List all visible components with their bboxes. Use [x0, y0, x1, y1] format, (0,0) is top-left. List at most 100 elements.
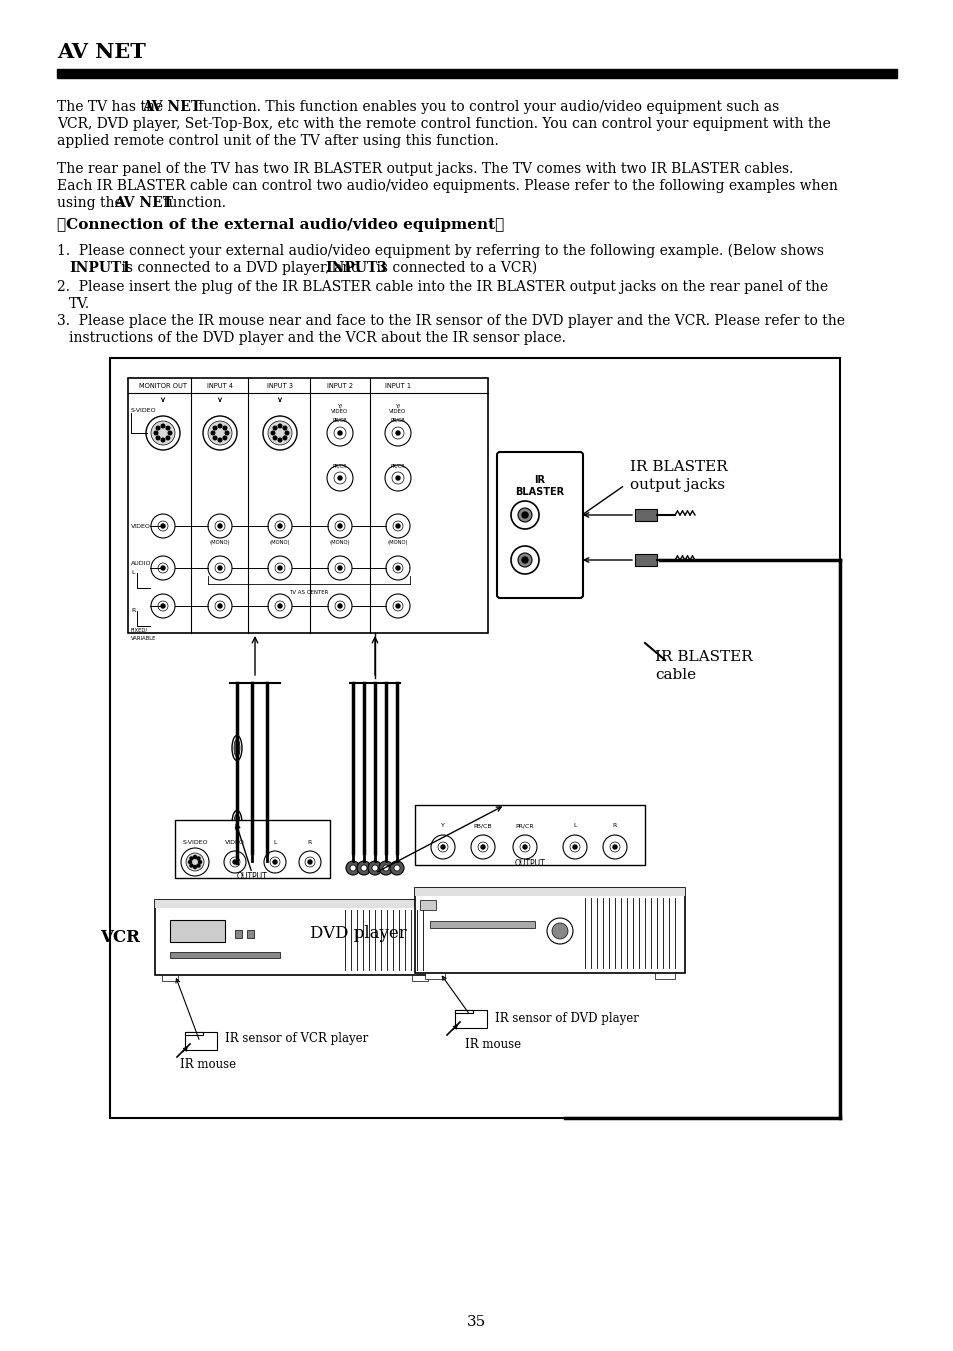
Circle shape	[230, 857, 240, 867]
Circle shape	[264, 865, 270, 871]
Text: VARIABLE: VARIABLE	[131, 636, 156, 640]
Text: Y: Y	[440, 823, 444, 828]
Circle shape	[378, 861, 393, 875]
Circle shape	[517, 508, 532, 521]
Circle shape	[431, 835, 455, 859]
FancyBboxPatch shape	[497, 453, 582, 598]
Text: VIDEO: VIDEO	[225, 840, 245, 844]
Circle shape	[285, 431, 289, 435]
Text: INPUT 4: INPUT 4	[207, 382, 233, 389]
Text: Y/
VIDEO: Y/ VIDEO	[389, 403, 406, 413]
Ellipse shape	[232, 735, 242, 761]
Bar	[455, 1011, 486, 1028]
Circle shape	[328, 557, 352, 580]
Text: IR sensor of VCR player: IR sensor of VCR player	[225, 1032, 368, 1046]
Circle shape	[350, 865, 355, 871]
Text: function. This function enables you to control your audio/video equipment such a: function. This function enables you to c…	[193, 100, 779, 113]
Circle shape	[440, 844, 444, 848]
Circle shape	[218, 438, 221, 442]
Text: PB/CB: PB/CB	[391, 417, 405, 423]
Circle shape	[337, 431, 341, 435]
Text: AV NET: AV NET	[57, 42, 146, 62]
Circle shape	[334, 427, 346, 439]
Circle shape	[395, 604, 399, 608]
Circle shape	[218, 566, 222, 570]
Bar	[455, 1011, 473, 1013]
Circle shape	[328, 513, 352, 538]
Circle shape	[393, 521, 402, 531]
Circle shape	[189, 861, 192, 863]
Text: L: L	[131, 570, 134, 576]
Text: 1.  Please connect your external audio/video equipment by referring to the follo: 1. Please connect your external audio/vi…	[57, 245, 823, 258]
Circle shape	[360, 865, 367, 871]
Circle shape	[437, 842, 448, 852]
Text: applied remote control unit of the TV after using this function.: applied remote control unit of the TV af…	[57, 134, 498, 149]
Circle shape	[193, 866, 196, 869]
Circle shape	[158, 521, 168, 531]
Bar	[154, 900, 435, 908]
Circle shape	[334, 471, 346, 484]
Circle shape	[277, 604, 282, 608]
Bar	[185, 1032, 203, 1035]
Circle shape	[151, 422, 174, 444]
Text: IR BLASTER
cable: IR BLASTER cable	[655, 650, 752, 682]
Text: MONITOR OUT: MONITOR OUT	[139, 382, 187, 389]
Circle shape	[161, 566, 165, 570]
Text: L: L	[573, 823, 577, 828]
Text: 2.  Please insert the plug of the IR BLASTER cable into the IR BLASTER output ja: 2. Please insert the plug of the IR BLAS…	[57, 280, 827, 295]
Circle shape	[264, 851, 286, 873]
Circle shape	[283, 427, 287, 430]
Circle shape	[211, 431, 214, 435]
Circle shape	[395, 524, 399, 528]
Circle shape	[395, 431, 399, 435]
Circle shape	[158, 563, 168, 573]
Circle shape	[274, 521, 285, 531]
Circle shape	[218, 604, 222, 608]
Circle shape	[511, 546, 538, 574]
Text: is connected to a VCR): is connected to a VCR)	[372, 261, 537, 276]
Circle shape	[519, 842, 530, 852]
Circle shape	[273, 436, 276, 439]
Circle shape	[480, 844, 484, 848]
Ellipse shape	[233, 815, 240, 832]
Text: TV.: TV.	[69, 297, 90, 311]
Circle shape	[390, 861, 403, 875]
Bar	[247, 929, 253, 938]
Circle shape	[224, 851, 246, 873]
Bar	[655, 973, 675, 979]
Bar	[170, 952, 280, 958]
Text: (MONO): (MONO)	[387, 540, 408, 544]
Ellipse shape	[233, 739, 240, 757]
Text: TV AS CENTER: TV AS CENTER	[289, 590, 329, 594]
Circle shape	[308, 861, 312, 865]
Bar	[415, 805, 644, 865]
Circle shape	[268, 513, 292, 538]
Text: AV NET: AV NET	[142, 100, 201, 113]
Text: is connected to a DVD player, and: is connected to a DVD player, and	[117, 261, 364, 276]
Circle shape	[356, 861, 371, 875]
Text: VIDEO: VIDEO	[131, 523, 151, 528]
Circle shape	[197, 865, 200, 867]
Circle shape	[214, 521, 225, 531]
Bar	[635, 554, 657, 566]
Circle shape	[263, 416, 296, 450]
Text: PR/CR: PR/CR	[333, 463, 347, 467]
Circle shape	[395, 566, 399, 570]
Circle shape	[151, 594, 174, 617]
Circle shape	[513, 835, 537, 859]
Circle shape	[521, 557, 527, 563]
Circle shape	[335, 521, 345, 531]
Circle shape	[190, 865, 193, 867]
Circle shape	[337, 524, 341, 528]
Text: 「Connection of the external audio/video equipment」: 「Connection of the external audio/video …	[57, 218, 504, 232]
Circle shape	[394, 865, 399, 871]
Circle shape	[197, 857, 200, 861]
Text: PB/CB: PB/CB	[333, 417, 347, 423]
Circle shape	[395, 476, 399, 480]
Text: IR mouse: IR mouse	[180, 1058, 236, 1071]
Ellipse shape	[232, 811, 242, 835]
Circle shape	[223, 427, 227, 430]
Text: Y/
VIDEO: Y/ VIDEO	[331, 403, 348, 413]
Text: S-VIDEO: S-VIDEO	[182, 840, 208, 844]
Circle shape	[278, 438, 281, 442]
